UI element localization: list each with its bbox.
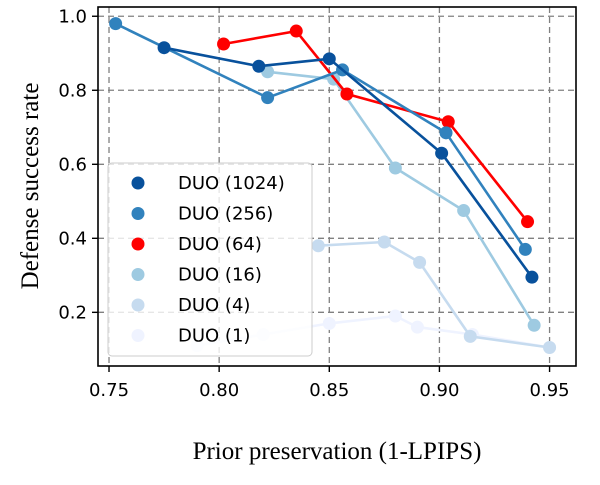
series-group xyxy=(109,17,557,354)
y-tick-label: 0.2 xyxy=(58,302,87,323)
data-point-duo-4 xyxy=(377,235,391,249)
data-point-duo-64 xyxy=(521,215,535,229)
legend-marker xyxy=(131,237,145,251)
legend: DUO (1024) DUO (256) DUO (64) DUO (16) DUO (… xyxy=(107,162,313,357)
data-point-duo-1024 xyxy=(435,146,449,160)
legend-label: DUO (1) xyxy=(178,326,250,347)
plot-frame xyxy=(97,6,577,367)
data-point-duo-256 xyxy=(439,126,453,140)
x-tick-label: 0.95 xyxy=(530,380,570,401)
data-point-duo-4 xyxy=(311,239,325,253)
series-duo-1024 xyxy=(157,41,539,284)
data-point-duo-16 xyxy=(457,204,471,218)
y-tick-label: 0.4 xyxy=(58,228,87,249)
y-tick-label: 1.0 xyxy=(58,6,87,27)
data-point-duo-1024 xyxy=(157,41,171,55)
data-point-duo-64 xyxy=(441,115,455,129)
y-axis-title: Defense success rate xyxy=(17,83,44,290)
data-point-duo-1 xyxy=(388,309,402,323)
data-point-duo-1024 xyxy=(252,59,266,73)
data-point-duo-1 xyxy=(322,316,336,330)
legend-marker xyxy=(131,207,145,220)
x-tick-label: 0.85 xyxy=(309,380,349,401)
data-point-duo-16 xyxy=(527,318,541,332)
data-point-duo-64 xyxy=(340,87,354,101)
legend-marker xyxy=(131,329,145,342)
data-point-duo-256 xyxy=(109,17,123,31)
x-axis-title: Prior preservation (1-LPIPS) xyxy=(193,438,482,465)
legend-label: DUO (64) xyxy=(178,234,262,255)
x-tick-label: 0.80 xyxy=(199,380,239,401)
series-duo-64 xyxy=(217,24,535,229)
legend-label: DUO (4) xyxy=(178,295,250,316)
data-point-duo-4 xyxy=(413,255,427,269)
data-point-duo-256 xyxy=(261,91,275,105)
y-tick-label: 0.6 xyxy=(58,154,87,175)
legend-marker xyxy=(131,268,145,281)
x-tick-label: 0.90 xyxy=(419,380,459,401)
legend-label: DUO (16) xyxy=(178,265,262,286)
series-duo-4 xyxy=(311,235,557,354)
y-tick-label: 0.8 xyxy=(58,80,87,101)
data-point-duo-64 xyxy=(289,24,303,38)
data-point-duo-16 xyxy=(388,161,402,175)
legend-label: DUO (1024) xyxy=(178,173,285,194)
data-point-duo-1024 xyxy=(525,270,539,284)
legend-marker xyxy=(131,176,145,190)
data-point-duo-1 xyxy=(410,320,424,334)
legend-marker xyxy=(131,298,145,312)
data-point-duo-4 xyxy=(463,329,477,343)
x-tick-label: 0.75 xyxy=(89,380,129,401)
axis-ticks: 0.75 0.80 0.85 0.90 0.95 0.2 0.4 0.6 0.8 1.0 xyxy=(58,6,569,401)
data-point-duo-64 xyxy=(217,37,231,51)
legend-box xyxy=(107,162,313,357)
legend-label: DUO (256) xyxy=(178,204,273,225)
data-point-duo-1024 xyxy=(322,52,336,66)
data-point-duo-4 xyxy=(543,340,557,354)
data-point-duo-256 xyxy=(518,242,532,256)
